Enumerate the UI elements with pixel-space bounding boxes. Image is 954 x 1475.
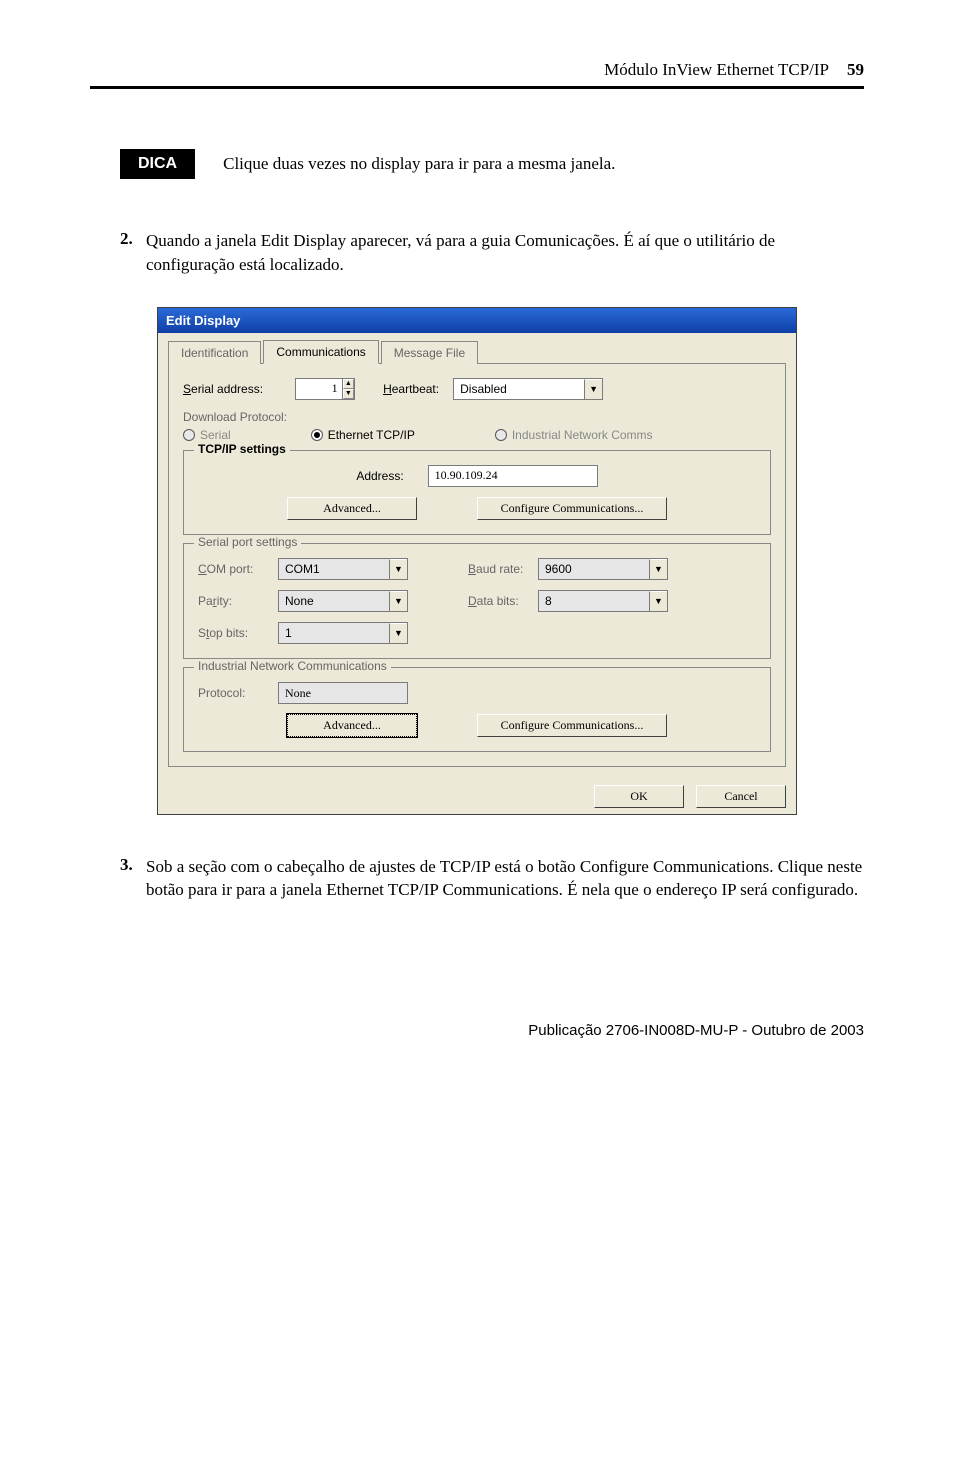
- chevron-down-icon[interactable]: ▼: [584, 379, 602, 399]
- step-2-text: Quando a janela Edit Display aparecer, v…: [146, 229, 864, 277]
- publication-footer: Publicação 2706-IN008D-MU-P - Outubro de…: [90, 1022, 864, 1039]
- baud-rate-value: 9600: [539, 559, 649, 579]
- parity-value: None: [279, 591, 389, 611]
- stop-bits-combo[interactable]: 1 ▼: [278, 622, 408, 644]
- radio-serial[interactable]: Serial: [183, 428, 231, 442]
- tcpip-address-label: Address:: [356, 469, 403, 483]
- protocol-value-box: None: [278, 682, 408, 704]
- parity-combo[interactable]: None ▼: [278, 590, 408, 612]
- tip-row: DICA Clique duas vezes no display para i…: [120, 149, 864, 179]
- chevron-down-icon[interactable]: ▼: [389, 591, 407, 611]
- step-2: 2. Quando a janela Edit Display aparecer…: [120, 229, 864, 277]
- spinner-up-icon[interactable]: ▲: [343, 379, 354, 389]
- data-bits-combo[interactable]: 8 ▼: [538, 590, 668, 612]
- step-3: 3. Sob a seção com o cabeçalho de ajuste…: [120, 855, 864, 903]
- spinner-down-icon[interactable]: ▼: [343, 389, 354, 399]
- com-port-value: COM1: [279, 559, 389, 579]
- parity-label: Parity:: [198, 594, 278, 608]
- baud-rate-label: Baud rate:: [468, 562, 538, 576]
- data-bits-label: Data bits:: [468, 594, 538, 608]
- dialog-footer: OK Cancel: [158, 785, 796, 814]
- tcpip-configure-button[interactable]: Configure Communications...: [477, 497, 667, 520]
- industrial-legend: Industrial Network Communications: [194, 659, 391, 673]
- serial-address-spinner[interactable]: ▲ ▼: [295, 378, 355, 400]
- chevron-down-icon[interactable]: ▼: [389, 623, 407, 643]
- serial-address-input[interactable]: [296, 379, 342, 399]
- industrial-advanced-button[interactable]: Advanced...: [287, 714, 417, 737]
- serial-address-label: Serial address:: [183, 382, 263, 396]
- dialog-tabs: Identification Communications Message Fi…: [158, 333, 796, 363]
- radio-circle-icon: [495, 429, 507, 441]
- tcpip-advanced-button[interactable]: Advanced...: [287, 497, 417, 520]
- industrial-network-group: Industrial Network Communications Protoc…: [183, 667, 771, 752]
- download-protocol-label: Download Protocol:: [183, 410, 287, 424]
- stop-bits-value: 1: [279, 623, 389, 643]
- heartbeat-value: Disabled: [454, 379, 584, 399]
- tip-text: Clique duas vezes no display para ir par…: [223, 154, 615, 174]
- ok-button[interactable]: OK: [594, 785, 684, 808]
- com-port-label: COM port:: [198, 562, 278, 576]
- tab-message-file[interactable]: Message File: [381, 341, 478, 364]
- dialog-titlebar: Edit Display: [158, 308, 796, 333]
- chevron-down-icon[interactable]: ▼: [649, 559, 667, 579]
- step-3-text: Sob a seção com o cabeçalho de ajustes d…: [146, 855, 864, 903]
- com-port-combo[interactable]: COM1 ▼: [278, 558, 408, 580]
- chevron-down-icon[interactable]: ▼: [389, 559, 407, 579]
- radio-circle-icon: [311, 429, 323, 441]
- baud-rate-combo[interactable]: 9600 ▼: [538, 558, 668, 580]
- radio-circle-icon: [183, 429, 195, 441]
- edit-display-dialog: Edit Display Identification Communicatio…: [157, 307, 797, 815]
- stop-bits-label: Stop bits:: [198, 626, 278, 640]
- header-page-number: 59: [847, 60, 864, 80]
- heartbeat-label: Heartbeat:: [383, 382, 439, 396]
- header-title: Módulo InView Ethernet TCP/IP: [604, 60, 829, 80]
- protocol-label: Protocol:: [198, 686, 278, 700]
- tcpip-settings-group: TCP/IP settings Address: Advanced... Con…: [183, 450, 771, 535]
- serial-port-settings-group: Serial port settings COM port: COM1 ▼ Ba…: [183, 543, 771, 659]
- tcpip-address-input[interactable]: [428, 465, 598, 487]
- serial-port-legend: Serial port settings: [194, 535, 301, 549]
- radio-ethernet-tcpip[interactable]: Ethernet TCP/IP: [311, 428, 415, 442]
- chevron-down-icon[interactable]: ▼: [649, 591, 667, 611]
- tip-badge: DICA: [120, 149, 195, 179]
- tab-panel-communications: Serial address: ▲ ▼ Heartbeat: Disabled …: [168, 363, 786, 767]
- radio-industrial-network[interactable]: Industrial Network Comms: [495, 428, 653, 442]
- industrial-configure-button[interactable]: Configure Communications...: [477, 714, 667, 737]
- data-bits-value: 8: [539, 591, 649, 611]
- tab-identification[interactable]: Identification: [168, 341, 261, 364]
- step-2-number: 2.: [120, 229, 146, 277]
- page-header: Módulo InView Ethernet TCP/IP 59: [90, 60, 864, 89]
- cancel-button[interactable]: Cancel: [696, 785, 786, 808]
- tab-communications[interactable]: Communications: [263, 340, 378, 364]
- tcpip-legend: TCP/IP settings: [194, 442, 290, 456]
- heartbeat-combo[interactable]: Disabled ▼: [453, 378, 603, 400]
- step-3-number: 3.: [120, 855, 146, 903]
